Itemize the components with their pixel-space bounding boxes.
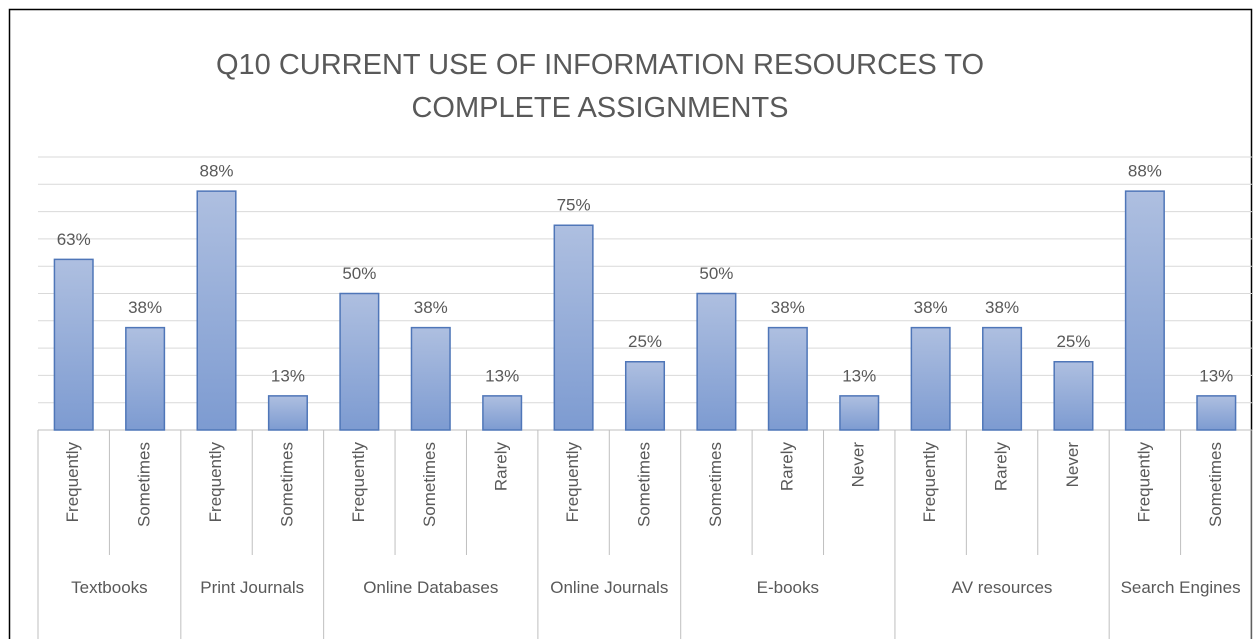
x-tick-label: Rarely	[492, 442, 511, 492]
value-label: 13%	[842, 366, 876, 385]
value-label: 25%	[1056, 332, 1090, 351]
x-tick-label: Frequently	[1134, 442, 1153, 523]
bar	[624, 361, 666, 431]
value-label: 38%	[128, 298, 162, 317]
value-label: 38%	[771, 298, 805, 317]
group-label: Print Journals	[200, 578, 305, 597]
value-label: 13%	[1199, 366, 1233, 385]
value-label: 38%	[985, 298, 1019, 317]
bar	[553, 224, 594, 431]
value-label: 50%	[699, 264, 733, 283]
x-tick-label: Never	[1063, 442, 1082, 488]
value-label: 38%	[414, 298, 448, 317]
bar	[267, 395, 308, 431]
x-tick-label: Sometimes	[634, 442, 653, 527]
value-label: 38%	[914, 298, 948, 317]
x-tick-label: Frequently	[206, 442, 225, 523]
value-label: 13%	[485, 366, 519, 385]
value-label: 13%	[271, 366, 305, 385]
x-tick-label: Sometimes	[420, 442, 439, 527]
x-tick-label: Never	[849, 442, 868, 488]
bar	[1124, 190, 1165, 431]
group-label: AV resources	[951, 578, 1053, 597]
x-tick-label: Sometimes	[135, 442, 154, 527]
bar	[1196, 395, 1237, 431]
bar	[1053, 361, 1094, 431]
group-label: Search Engines	[1120, 578, 1241, 597]
x-tick-label: Frequently	[563, 442, 582, 523]
x-tick-label: Frequently	[920, 442, 939, 523]
group-label: Textbooks	[71, 578, 148, 597]
x-tick-label: Frequently	[349, 442, 368, 523]
x-tick-label: Rarely	[992, 442, 1011, 492]
bar	[339, 292, 380, 431]
value-label: 63%	[57, 230, 91, 249]
value-label: 50%	[342, 264, 376, 283]
x-tick-label: Sometimes	[277, 442, 296, 527]
bar	[839, 395, 880, 431]
x-tick-label: Sometimes	[1206, 442, 1225, 527]
bar	[125, 326, 166, 431]
chart-title: Q10 CURRENT USE OF INFORMATION RESOURCES…	[215, 49, 985, 124]
x-tick-label: Rarely	[777, 442, 796, 492]
value-label: 25%	[628, 332, 662, 351]
bar	[410, 326, 451, 431]
value-label: 88%	[1128, 162, 1162, 181]
chart-border	[8, 8, 1253, 639]
bar	[696, 292, 737, 431]
bar	[910, 326, 951, 431]
bar	[53, 258, 94, 431]
x-tick-label: Frequently	[63, 442, 82, 523]
bar	[982, 326, 1023, 431]
value-label: 75%	[557, 196, 591, 215]
group-label: Online Journals	[550, 578, 669, 597]
x-tick-label: Sometimes	[706, 442, 725, 527]
group-label: Online Databases	[363, 578, 499, 597]
bar	[767, 326, 808, 431]
bar	[196, 190, 237, 431]
group-label: E-books	[756, 578, 819, 597]
value-label: 88%	[200, 162, 234, 181]
bar	[482, 395, 523, 431]
